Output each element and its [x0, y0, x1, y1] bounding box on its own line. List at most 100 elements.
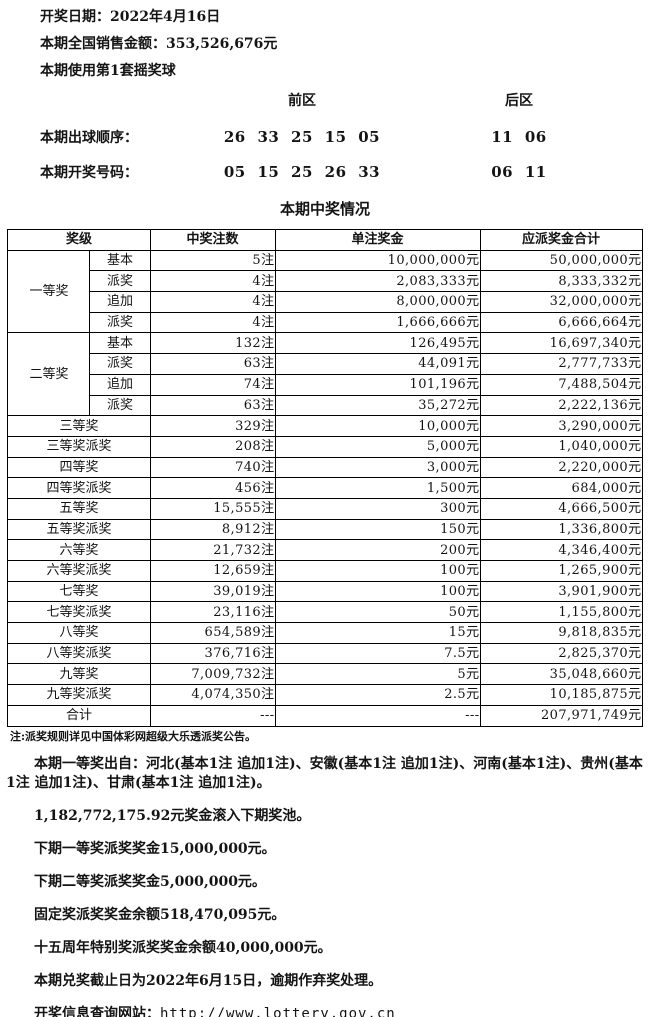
winning-bets-cell: 12,659注 — [149, 560, 276, 582]
draw-info-block: 开奖日期：2022年4月16日 本期全国销售金额：353,526,676元 本期… — [0, 0, 650, 79]
total-prize-cell: 1,040,000元 — [479, 435, 643, 458]
winning-bets-cell: 654,589注 — [149, 622, 276, 644]
table-row: 八等奖派奖 376,716注 7.5元 2,825,370元 — [7, 642, 643, 665]
col-header-single-prize: 单注奖金 — [274, 229, 481, 251]
total-prize-cell: 50,000,000元 — [479, 249, 643, 272]
draw-date-line: 开奖日期：2022年4月16日 — [40, 9, 221, 25]
prize-grade-cell: 四等奖 — [7, 456, 151, 479]
grand-total-cell: 207,971,749元 — [479, 704, 643, 727]
draw-order-row: 本期出球顺序： 26 33 25 15 05 11 06 — [0, 127, 650, 147]
prize-grade-cell: 四等奖派奖 — [7, 477, 151, 499]
total-prize-cell: 4,346,400元 — [479, 539, 643, 561]
ball-set-line: 本期使用第1套摇奖球 — [40, 63, 176, 79]
total-prize-cell: 16,697,340元 — [479, 332, 643, 355]
first-prize-origin-paragraph: 本期一等奖出自：河北(基本1注 追加1注)、安徽(基本1注 追加1注)、河南(基… — [6, 755, 643, 791]
winning-bets-cell: 15,555注 — [149, 497, 276, 520]
website-paragraph: 开奖信息查询网站：http://www.lottery.gov.cn — [6, 1005, 644, 1017]
prize-table: 奖级 中奖注数 单注奖金 应派奖金合计 一等奖 基本 5注 10,000,000元 50… — [7, 229, 643, 727]
prize-grade-cell: 三等奖派奖 — [7, 435, 151, 458]
prize-grade-cell: 五等奖派奖 — [7, 518, 151, 541]
prize-subtype-cell: 追加 — [89, 291, 151, 313]
prize-grade-cell: 六等奖 — [7, 539, 151, 561]
total-prize-cell: 684,000元 — [479, 477, 643, 499]
table-row: 派奖 4注 2,083,333元 8,333,332元 — [8, 270, 643, 293]
prize-subtype-cell: 基本 — [89, 332, 151, 355]
prize-table-title: 本期中奖情况 — [279, 200, 370, 218]
table-row: 七等奖派奖 23,116注 50元 1,155,800元 — [7, 601, 643, 624]
table-row: 六等奖派奖 12,659注 100元 1,265,900元 — [7, 560, 643, 582]
table-row: 五等奖 15,555注 300元 4,666,500元 — [7, 497, 643, 520]
winning-bets-cell: 23,116注 — [149, 601, 276, 624]
single-prize-cell: 8,000,000元 — [274, 291, 481, 313]
table-row: 合计 --- --- 207,971,749元 — [7, 704, 643, 727]
winning-bets-cell: 39,019注 — [149, 580, 276, 603]
winning-bets-cell: 63注 — [149, 353, 276, 375]
total-prize-cell: 1,265,900元 — [479, 560, 643, 582]
website-label: 开奖信息查询网站： — [34, 1005, 160, 1017]
single-prize-cell: 1,666,666元 — [274, 311, 481, 334]
total-prize-cell: 32,000,000元 — [479, 291, 643, 313]
table-row: 三等奖派奖 208注 5,000元 1,040,000元 — [7, 435, 643, 458]
fixed-prize-balance-paragraph: 固定奖派奖奖金余额518,470,095元。 — [34, 906, 286, 923]
total-prize-cell: 2,777,733元 — [479, 353, 643, 375]
total-prize-cell: 7,488,504元 — [479, 373, 643, 396]
front-zone-label: 前区 — [288, 93, 316, 109]
single-prize-cell: 44,091元 — [274, 353, 481, 375]
table-row: 六等奖 21,732注 200元 4,346,400元 — [7, 539, 643, 561]
winning-bets-cell: 5注 — [149, 249, 276, 272]
table-row: 追加 74注 101,196元 7,488,504元 — [8, 373, 643, 396]
col-header-winning-bets: 中奖注数 — [149, 229, 276, 251]
winning-bets-cell: 4注 — [149, 311, 276, 334]
prize-grade-cell: 八等奖 — [7, 622, 151, 644]
total-prize-cell: 3,901,900元 — [479, 580, 643, 603]
prize-grade-cell: 六等奖派奖 — [7, 560, 151, 582]
next-second-prize-paragraph: 下期二等奖派奖奖金5,000,000元。 — [34, 873, 266, 890]
zones-header-row: 前区 后区 — [0, 90, 650, 110]
draw-order-label: 本期出球顺序： — [40, 130, 138, 146]
total-prize-cell: 2,220,000元 — [479, 456, 643, 479]
single-prize-cell: 35,272元 — [274, 394, 481, 417]
prize-grade-cell: 一等奖 — [7, 249, 91, 334]
total-prize-cell: 4,666,500元 — [479, 497, 643, 520]
total-label-cell: 合计 — [7, 704, 151, 727]
winning-bets-cell: 456注 — [149, 477, 276, 499]
table-row: 四等奖派奖 456注 1,500元 684,000元 — [7, 477, 643, 499]
total-prize-cell: 6,666,664元 — [479, 311, 643, 334]
total-bets-cell: --- — [149, 704, 276, 727]
total-prize-cell: 3,290,000元 — [479, 415, 643, 437]
prize-subtype-cell: 派奖 — [89, 353, 151, 375]
winning-bets-cell: 74注 — [149, 373, 276, 396]
single-prize-cell: 15元 — [274, 622, 481, 644]
redemption-deadline-paragraph: 本期兑奖截止日为2022年6月15日，逾期作弃奖处理。 — [34, 972, 383, 989]
single-prize-cell: 2.5元 — [274, 684, 481, 706]
single-prize-cell: 100元 — [274, 560, 481, 582]
total-prize-cell: 10,185,875元 — [479, 684, 643, 706]
col-header-grade: 奖级 — [7, 229, 151, 251]
table-row: 派奖 63注 35,272元 2,222,136元 — [8, 394, 643, 417]
prize-table-header-row: 奖级 中奖注数 单注奖金 应派奖金合计 — [7, 229, 643, 251]
single-prize-cell: 101,196元 — [274, 373, 481, 396]
total-prize-cell: 1,336,800元 — [479, 518, 643, 541]
table-row: 九等奖 7,009,732注 5元 35,048,660元 — [7, 663, 643, 686]
winning-back-numbers: 06 11 — [491, 163, 547, 181]
prize-grade-cell: 二等奖 — [7, 332, 91, 417]
draw-order-back-numbers: 11 06 — [491, 128, 547, 146]
single-prize-cell: 5,000元 — [274, 435, 481, 458]
prize-grade-cell: 三等奖 — [7, 415, 151, 437]
lottery-website-link[interactable]: http://www.lottery.gov.cn — [160, 1005, 396, 1017]
table-row: 追加 4注 8,000,000元 32,000,000元 — [8, 291, 643, 313]
winning-bets-cell: 21,732注 — [149, 539, 276, 561]
total-prize-cell: 2,222,136元 — [479, 394, 643, 417]
total-single-prize-cell: --- — [274, 704, 481, 727]
next-first-prize-paragraph: 下期一等奖派奖奖金15,000,000元。 — [34, 840, 276, 857]
winning-bets-cell: 7,009,732注 — [149, 663, 276, 686]
table-row: 二等奖 基本 132注 126,495元 16,697,340元 — [7, 332, 643, 417]
prize-subtype-cell: 派奖 — [89, 394, 151, 417]
total-prize-cell: 9,818,835元 — [479, 622, 643, 644]
prize-grade-cell: 九等奖 — [7, 663, 151, 686]
winning-bets-cell: 4注 — [149, 291, 276, 313]
winning-bets-cell: 376,716注 — [149, 642, 276, 665]
table-row: 三等奖 329注 10,000元 3,290,000元 — [7, 415, 643, 437]
winning-bets-cell: 740注 — [149, 456, 276, 479]
prize-subtype-cell: 派奖 — [89, 270, 151, 293]
